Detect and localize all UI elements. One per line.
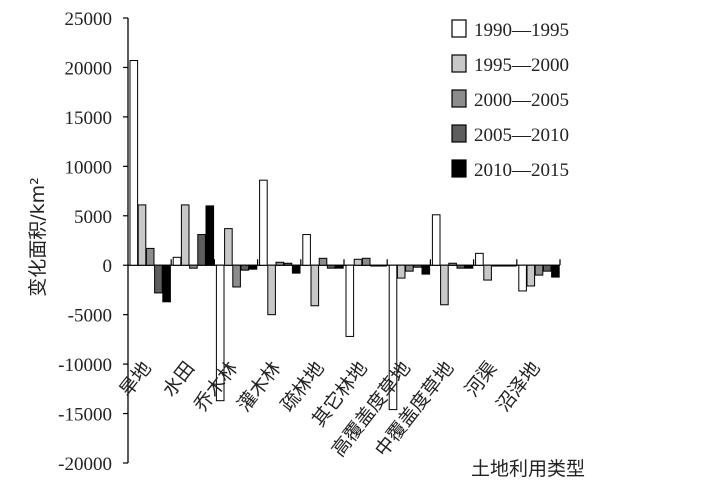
bar-2-5 [310, 264, 320, 307]
y-tick-label: 15000 [65, 108, 113, 129]
bar-5-4 [291, 264, 301, 274]
category-label: 旱地 [115, 358, 156, 402]
bar-4-9 [499, 264, 509, 267]
bar-1-5 [302, 234, 311, 266]
bar-1-3 [215, 264, 225, 402]
bar-1-2 [172, 256, 182, 266]
legend-swatch [451, 159, 467, 178]
bar-3-2 [189, 264, 198, 269]
legend-label: 2010—2015 [474, 160, 569, 181]
legend-label: 2005—2010 [474, 125, 569, 146]
bar-3-3 [232, 264, 241, 288]
bar-1-6 [345, 264, 355, 337]
bar-3-10 [534, 264, 544, 276]
bar-4-3 [240, 264, 250, 271]
bar-5-9 [507, 264, 517, 267]
category-label: 河渠 [461, 358, 502, 402]
category-label: 灌木林 [233, 358, 285, 416]
legend-label: 2000—2005 [474, 90, 569, 111]
bar-1-4 [259, 179, 268, 266]
bar-4-10 [542, 264, 552, 272]
legend-swatch [451, 124, 467, 143]
legend-label: 1990—1995 [474, 20, 569, 41]
bar-5-7 [421, 264, 431, 275]
bar-4-2 [197, 234, 206, 266]
y-tick-label: -20000 [58, 454, 112, 475]
bar-3-9 [491, 264, 501, 267]
y-tick-label: 5000 [74, 207, 112, 228]
bar-4-5 [326, 264, 336, 269]
bar-2-2 [180, 204, 190, 266]
bar-1-1 [129, 60, 139, 266]
bar-2-3 [224, 228, 233, 266]
bar-3-6 [361, 257, 371, 266]
legend-swatch [451, 19, 467, 38]
bar-2-8 [440, 264, 449, 306]
y-tick-label: 20000 [65, 58, 113, 79]
bar-2-4 [267, 264, 276, 316]
bar-4-1 [154, 264, 163, 294]
y-tick-label: 25000 [65, 9, 113, 30]
bar-3-5 [318, 257, 328, 266]
legend: 1990—1995 1995—2000 2000—2005 2005—2010 2010… [451, 19, 569, 181]
category-label: 水田 [158, 358, 199, 402]
bar-3-7 [405, 264, 414, 272]
bar-1-9 [475, 252, 484, 266]
bar-4-6 [370, 264, 379, 267]
legend-swatch [451, 54, 467, 73]
bar-1-10 [518, 264, 527, 292]
bar-5-5 [335, 264, 344, 269]
bar-1-7 [388, 264, 398, 411]
bar-2-9 [483, 264, 492, 281]
bar-4-4 [283, 262, 293, 266]
y-axis-label: 变化面积/km² [27, 177, 49, 297]
bar-4-8 [456, 264, 466, 269]
legend-label: 1995—2000 [474, 55, 569, 76]
y-tick-label: 10000 [65, 157, 113, 178]
bar-series [129, 60, 561, 411]
bar-3-1 [145, 247, 155, 266]
y-tick-label: 0 [103, 256, 113, 277]
category-label: 沼泽地 [492, 358, 544, 416]
x-axis-label: 土地利用类型 [471, 458, 585, 480]
bar-2-10 [526, 264, 536, 287]
bar-5-3 [248, 264, 258, 270]
y-axis-ticks: -20000 -15000 -10000 -5000 0 5000 10000 15000 20… [58, 9, 128, 475]
bar-2-1 [137, 204, 147, 266]
bar-2-6 [353, 258, 363, 266]
y-tick-label: -10000 [58, 355, 112, 376]
bar-3-8 [448, 262, 457, 266]
bar-2-7 [396, 264, 406, 279]
y-tick-label: -15000 [58, 405, 112, 426]
bar-3-4 [275, 261, 285, 266]
bar-5-1 [162, 264, 171, 303]
legend-swatch [451, 89, 467, 108]
bar-4-7 [413, 264, 422, 268]
bar-5-10 [551, 264, 560, 278]
bar-5-6 [378, 264, 387, 267]
y-tick-label: -5000 [68, 306, 112, 327]
bar-5-8 [464, 264, 474, 269]
bar-1-8 [431, 214, 441, 266]
bar-5-2 [205, 205, 215, 266]
